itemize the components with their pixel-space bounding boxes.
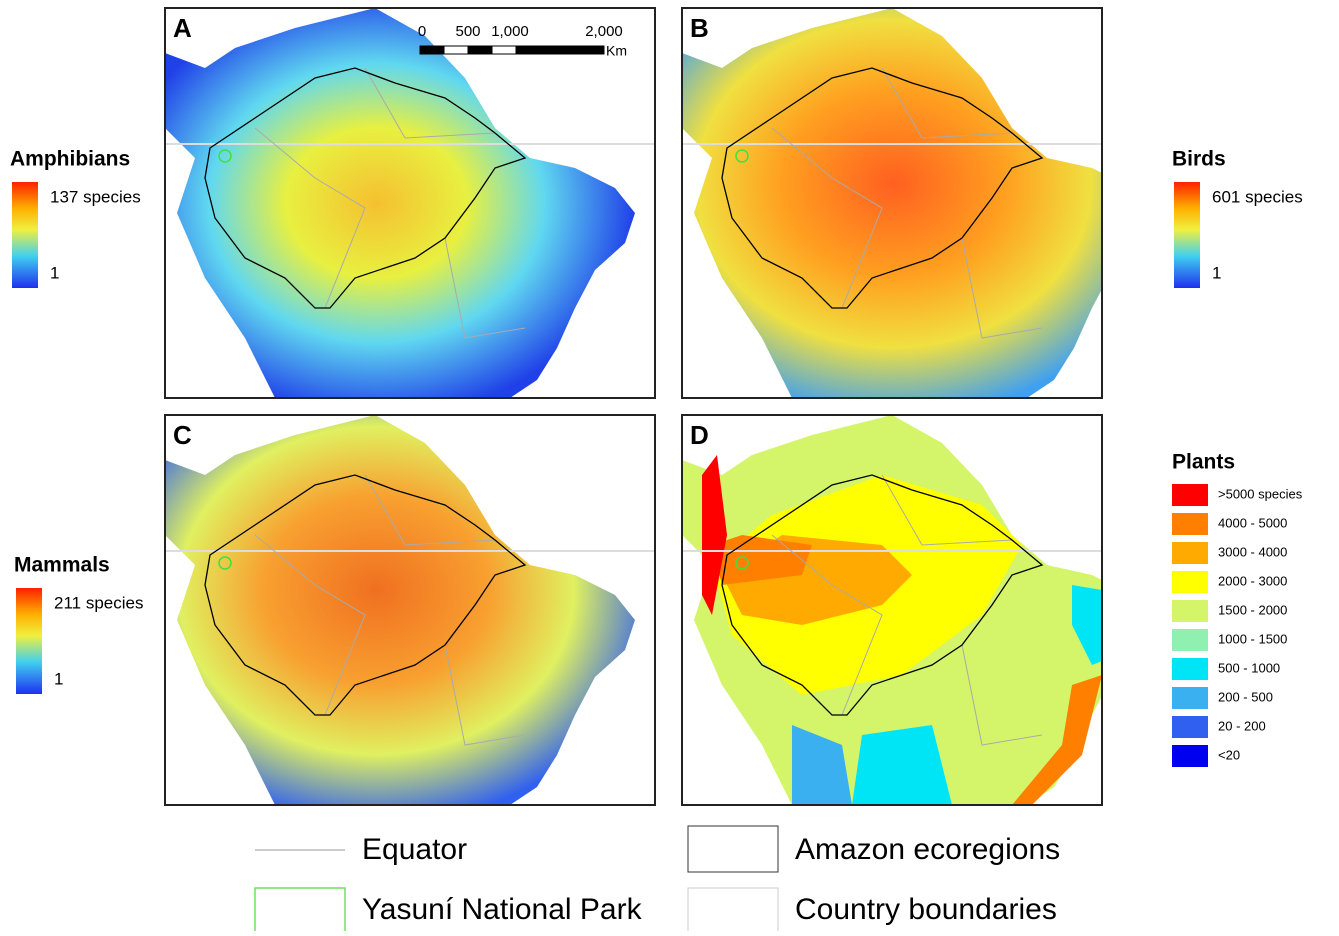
scale-segment (515, 45, 605, 55)
amazon-ecoregion (721, 67, 1044, 309)
color-bar (1174, 182, 1200, 288)
map-panel: B (681, 7, 1103, 399)
zone (852, 725, 952, 805)
class-swatch (1172, 629, 1208, 651)
class-label: <20 (1218, 747, 1240, 762)
legend-title: Plants (1172, 451, 1235, 474)
legend-title: Mammals (14, 554, 110, 577)
legend-min: 1 (1212, 263, 1221, 282)
panel-letter: A (173, 13, 192, 43)
land (165, 415, 635, 805)
country-boundaries (254, 474, 526, 746)
land (682, 8, 1102, 398)
scale-bar: 0 500 1,000 2,000 Km (418, 23, 627, 59)
map-panel: C (164, 414, 656, 806)
class-legend: Plants >5000 species 4000 - 5000 3000 - 400… (1172, 451, 1303, 767)
zone (792, 725, 852, 805)
legend-label: Amazon ecoregions (795, 833, 1060, 866)
scale-segment (419, 45, 445, 55)
legend-title: Amphibians (10, 148, 130, 171)
color-legend: Mammals 211 species 1 (14, 554, 143, 694)
legend-min: 1 (54, 669, 63, 688)
legend-max: 137 species (50, 187, 141, 206)
class-swatch (1172, 484, 1208, 506)
yasuni-park (218, 556, 232, 570)
zone (1072, 585, 1102, 665)
class-label: 1000 - 1500 (1218, 631, 1287, 646)
color-legend: Birds 601 species 1 (1172, 148, 1303, 288)
scale-segment (467, 45, 493, 55)
country-boundaries (771, 474, 1043, 746)
class-swatch (1172, 745, 1208, 767)
legend-min: 1 (50, 263, 59, 282)
map-legend: Equator Amazon ecoregions Yasuní National … (254, 825, 1060, 935)
class-label: 500 - 1000 (1218, 660, 1280, 675)
land (165, 8, 635, 398)
country-sample (687, 887, 779, 935)
class-label: 20 - 200 (1218, 718, 1266, 733)
panel-frame (681, 7, 1103, 399)
class-swatch (1172, 600, 1208, 622)
color-bar (12, 182, 38, 288)
class-label: >5000 species (1218, 486, 1303, 501)
class-swatch (1172, 513, 1208, 535)
panel-frame (164, 7, 656, 399)
class-label: 1500 - 2000 (1218, 602, 1287, 617)
yasuni-sample (254, 887, 346, 935)
country-boundaries (771, 67, 1043, 339)
scale-segment (443, 45, 469, 55)
panel-letter: D (690, 420, 709, 450)
legend-label: Equator (362, 833, 467, 866)
class-label: 2000 - 3000 (1218, 573, 1287, 588)
color-bar (16, 588, 42, 694)
map-panel: A (164, 7, 656, 399)
map-content (165, 415, 655, 805)
map-content (682, 8, 1102, 398)
class-label: 200 - 500 (1218, 689, 1273, 704)
class-label: 4000 - 5000 (1218, 515, 1287, 530)
color-legend: Amphibians 137 species 1 (10, 148, 141, 288)
class-swatch (1172, 571, 1208, 593)
zone (1012, 675, 1102, 805)
panel-frame (681, 414, 1103, 806)
panel-letter: C (173, 420, 192, 450)
legend-max: 601 species (1212, 187, 1303, 206)
map-content (165, 8, 655, 398)
scale-tick-label: 2,000 (585, 23, 623, 40)
scale-tick-label: 500 (455, 23, 480, 40)
panel-letter: B (690, 13, 709, 43)
class-swatch (1172, 687, 1208, 709)
zone (702, 455, 727, 615)
amazon-ecoregion (204, 67, 527, 309)
scale-tick-label: 1,000 (491, 23, 529, 40)
legend-label: Yasuní National Park (362, 893, 643, 926)
ecoregion-sample (687, 825, 779, 873)
scale-tick-label: 0 (418, 23, 426, 40)
map-panel: D (681, 414, 1103, 806)
class-label: 3000 - 4000 (1218, 544, 1287, 559)
map-content (682, 415, 1102, 805)
country-boundaries (254, 67, 526, 339)
yasuni-park (218, 149, 232, 163)
amazon-ecoregion (204, 474, 527, 716)
scale-segment (491, 45, 517, 55)
class-swatch (1172, 658, 1208, 680)
class-swatch (1172, 542, 1208, 564)
scale-unit: Km (606, 43, 627, 59)
legend-title: Birds (1172, 148, 1226, 171)
yasuni-park (735, 556, 749, 570)
class-swatch (1172, 716, 1208, 738)
legend-max: 211 species (54, 593, 143, 612)
yasuni-park (735, 149, 749, 163)
panel-frame (164, 414, 656, 806)
legend-label: Country boundaries (795, 893, 1057, 926)
amazon-ecoregion (721, 474, 1044, 716)
